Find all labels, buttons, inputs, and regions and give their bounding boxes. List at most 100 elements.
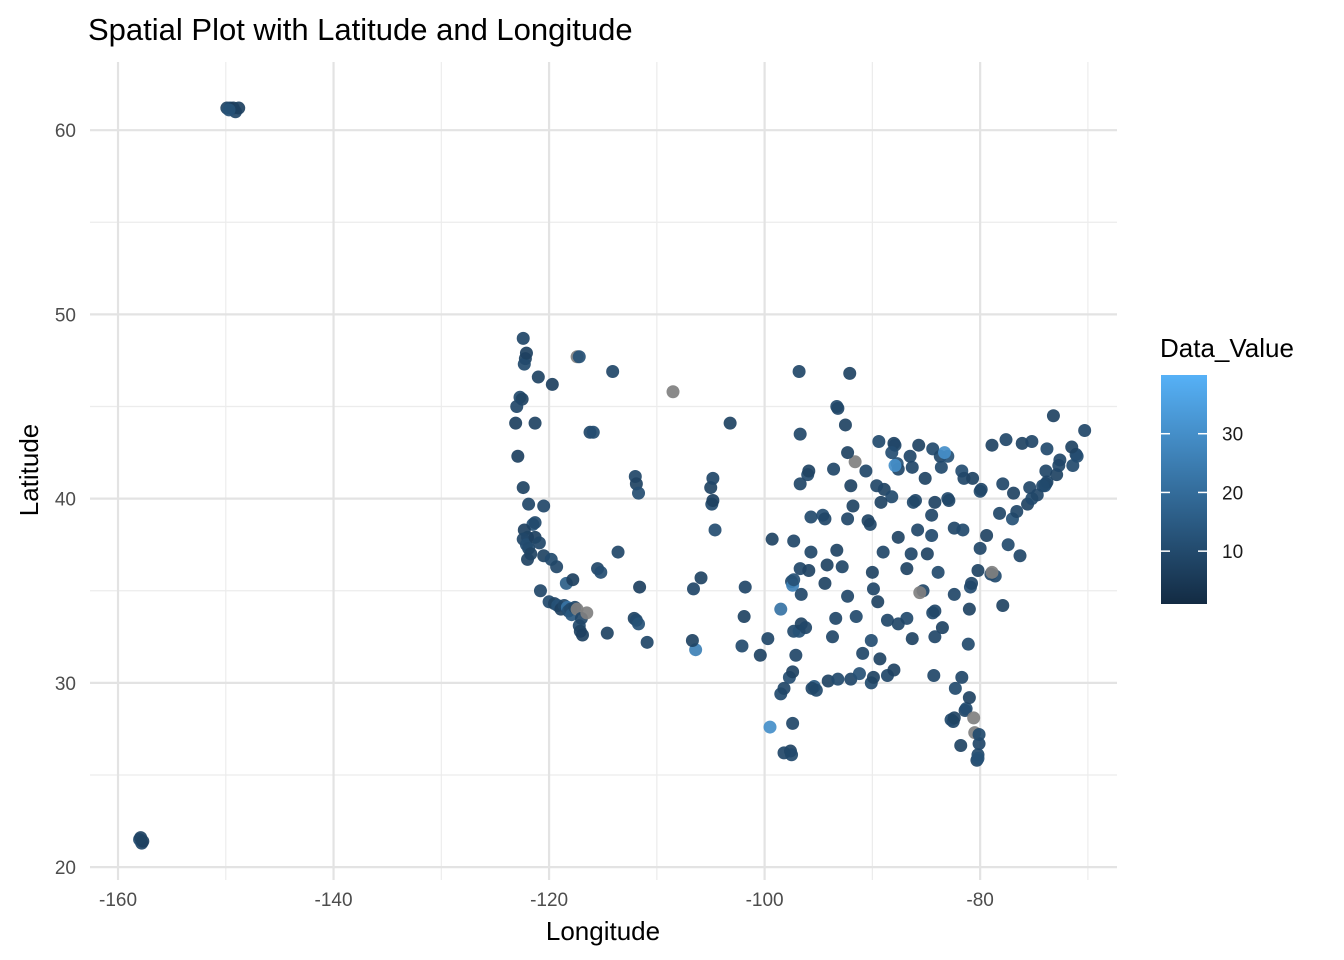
data-point: [942, 493, 956, 507]
data-point: [866, 582, 880, 596]
data-point: [685, 633, 699, 647]
data-point: [531, 370, 545, 384]
data-point: [971, 751, 985, 765]
data-point: [818, 512, 832, 526]
data-point: [962, 602, 976, 616]
data-point: [1046, 409, 1060, 423]
data-point: [985, 565, 999, 579]
data-point: [852, 667, 866, 681]
data-point: [794, 587, 808, 601]
data-point: [859, 464, 873, 478]
data-point: [870, 479, 884, 493]
data-point: [866, 670, 880, 684]
data-point: [706, 493, 720, 507]
data-point: [829, 611, 843, 625]
data-point: [928, 495, 942, 509]
data-point: [1010, 505, 1024, 519]
data-point: [844, 479, 858, 493]
data-point: [511, 449, 525, 463]
data-point: [805, 681, 819, 695]
data-point: [913, 586, 927, 600]
chart-title: Spatial Plot with Latitude and Longitude: [88, 12, 633, 47]
data-point: [918, 471, 932, 485]
data-point: [1053, 453, 1067, 467]
data-point: [966, 471, 980, 485]
data-point: [528, 516, 542, 530]
data-point: [911, 523, 925, 537]
data-point: [905, 460, 919, 474]
data-point: [905, 632, 919, 646]
data-point: [962, 691, 976, 705]
data-point: [885, 490, 899, 504]
data-point: [872, 435, 886, 449]
data-point: [606, 365, 620, 379]
data-point: [594, 565, 608, 579]
data-point: [931, 565, 945, 579]
data-point: [580, 606, 594, 620]
data-point: [849, 610, 863, 624]
data-point: [516, 481, 530, 495]
data-point: [134, 831, 148, 845]
data-point: [787, 573, 801, 587]
x-tick-label: -160: [99, 890, 137, 911]
data-point: [1030, 488, 1044, 502]
data-point: [600, 626, 614, 640]
data-point: [900, 562, 914, 576]
data-point: [880, 613, 894, 627]
data-point: [528, 416, 542, 430]
data-point: [996, 477, 1010, 491]
data-point: [1065, 440, 1079, 454]
data-point: [920, 547, 934, 561]
data-point: [575, 628, 589, 642]
data-point: [519, 346, 533, 360]
data-point: [787, 534, 801, 548]
data-point: [802, 563, 816, 577]
data-point: [865, 565, 879, 579]
data-point: [891, 617, 905, 631]
data-point: [566, 573, 580, 587]
data-point: [903, 449, 917, 463]
data-point: [706, 471, 720, 485]
legend-ticks: 10 20 30: [1161, 425, 1243, 563]
data-point: [873, 652, 887, 666]
data-point: [1025, 435, 1039, 449]
data-point: [737, 610, 751, 624]
data-point: [738, 580, 752, 594]
data-point: [1013, 549, 1027, 563]
data-point: [510, 400, 524, 414]
data-point: [509, 416, 523, 430]
data-point: [821, 674, 835, 688]
data-point: [965, 576, 979, 590]
data-point: [633, 580, 647, 594]
y-tick-label: 20: [55, 858, 76, 879]
data-point: [789, 648, 803, 662]
data-point: [843, 366, 857, 380]
data-point: [999, 433, 1013, 447]
legend-title: Data_Value: [1160, 333, 1294, 363]
data-point: [938, 446, 952, 460]
y-axis-ticks: 20 30 40 50 60: [55, 121, 76, 879]
data-point: [1039, 464, 1053, 478]
data-point: [959, 702, 973, 716]
data-point: [804, 545, 818, 559]
data-point: [793, 477, 807, 491]
data-point: [792, 365, 806, 379]
data-point: [761, 632, 775, 646]
data-point: [1007, 486, 1021, 500]
data-point: [948, 681, 962, 695]
data-point: [521, 552, 535, 566]
data-point: [927, 669, 941, 682]
data-point: [586, 425, 600, 439]
data-point: [640, 635, 654, 649]
data-point: [545, 377, 559, 391]
data-point: [830, 543, 844, 557]
legend-colorbar: [1161, 375, 1207, 604]
data-point: [1015, 436, 1029, 450]
data-point: [925, 528, 939, 542]
data-point: [848, 455, 862, 469]
data-points: [133, 101, 1092, 850]
data-point: [841, 446, 855, 460]
data-point: [874, 495, 888, 509]
data-point: [925, 508, 939, 522]
